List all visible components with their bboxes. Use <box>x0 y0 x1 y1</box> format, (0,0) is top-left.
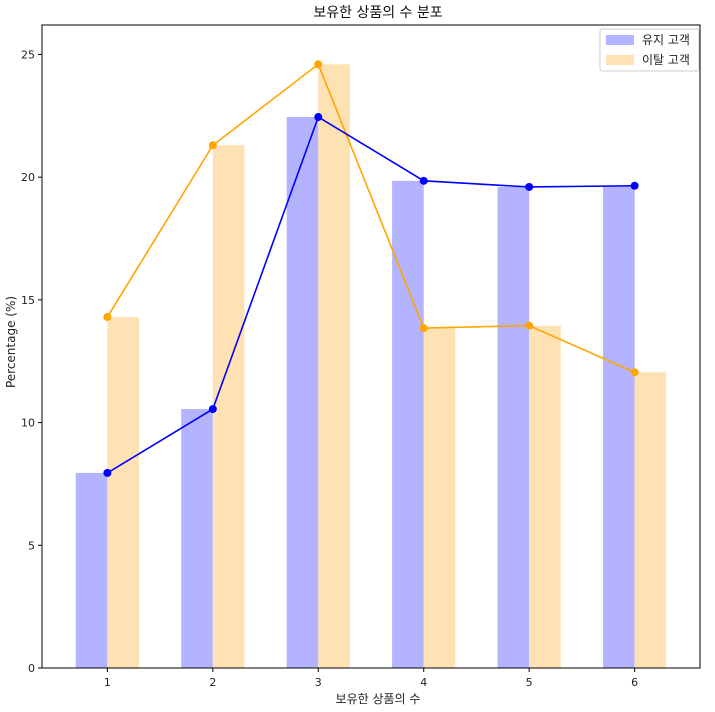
point-retained-1 <box>103 468 112 477</box>
series-line-retained <box>106 115 635 474</box>
bar-retained-6 <box>602 185 635 668</box>
point-churned-6 <box>630 368 639 377</box>
y-tick-label-5: 5 <box>28 539 35 552</box>
legend: 유지 고객 이탈 고객 <box>599 28 700 72</box>
x-tick-label-5: 5 <box>526 676 533 689</box>
y-tick-label-0: 0 <box>28 662 35 675</box>
point-retained-6 <box>630 181 639 190</box>
x-axis-label: 보유한 상품의 수 <box>336 692 421 706</box>
bar-churned-2 <box>212 145 245 668</box>
series-line-churned <box>106 62 635 374</box>
bar-churned-5 <box>529 325 561 668</box>
legend-label-churned: 이탈 고객 <box>642 53 690 67</box>
legend-label-retained: 유지 고객 <box>642 33 690 47</box>
x-tick-label-2: 2 <box>209 676 216 689</box>
point-retained-2 <box>208 405 217 414</box>
legend-swatch-churned <box>606 55 634 65</box>
point-retained-4 <box>419 176 428 185</box>
y-tick-label-25: 25 <box>21 48 35 61</box>
bar-retained-3 <box>286 117 319 668</box>
bar-churned-1 <box>107 317 140 668</box>
point-churned-1 <box>103 313 112 322</box>
y-axis-label: Percentage (%) <box>4 296 18 388</box>
point-churned-5 <box>525 321 534 330</box>
point-churned-4 <box>419 324 428 333</box>
bar-churned-3 <box>318 64 350 669</box>
bars-layer <box>75 64 667 669</box>
bar-retained-4 <box>392 180 424 668</box>
point-churned-2 <box>208 141 217 150</box>
y-tick-label-20: 20 <box>21 171 35 184</box>
point-churned-3 <box>314 60 323 69</box>
y-tick-label-15: 15 <box>21 294 35 307</box>
chart-title: 보유한 상품의 수 분포 <box>313 5 442 21</box>
legend-swatch-retained <box>606 35 634 45</box>
x-tick-label-3: 3 <box>315 676 322 689</box>
plot-frame <box>41 24 701 669</box>
bar-churned-4 <box>423 328 456 668</box>
y-tick-label-10: 10 <box>21 417 35 430</box>
bar-retained-2 <box>181 409 213 668</box>
bar-retained-5 <box>497 186 530 668</box>
x-tick-label-4: 4 <box>420 676 427 689</box>
x-tick-label-1: 1 <box>104 676 111 689</box>
point-retained-5 <box>525 182 534 191</box>
axes-layer: 0 5 10 15 20 25 1 2 3 4 5 6 <box>21 24 701 689</box>
point-retained-3 <box>314 113 323 122</box>
x-tick-label-6: 6 <box>631 676 638 689</box>
bar-churned-6 <box>634 372 667 668</box>
bar-retained-1 <box>75 472 108 668</box>
lines-layer <box>103 60 639 477</box>
